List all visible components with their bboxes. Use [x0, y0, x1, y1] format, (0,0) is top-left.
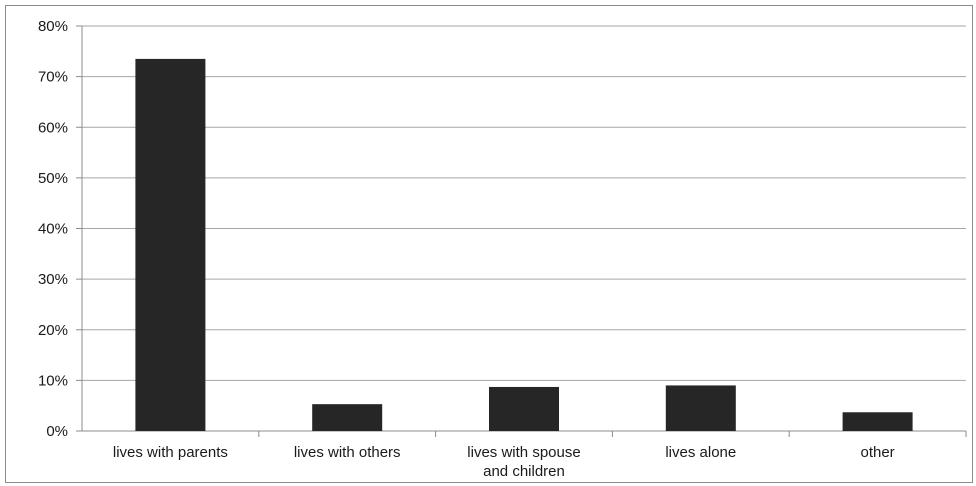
x-tick-label: lives alone: [665, 444, 736, 461]
x-tick-labels: lives with parents lives with others lives…: [113, 444, 895, 480]
x-tick-label: and children: [483, 463, 565, 480]
x-tick-label: lives with others: [294, 444, 401, 461]
bars: [135, 58, 913, 431]
bar: [842, 412, 913, 431]
y-tick-label: 60%: [38, 119, 68, 136]
bar: [665, 385, 736, 431]
x-tick-label: other: [860, 444, 894, 461]
y-tick-label: 70%: [38, 69, 68, 86]
bar: [312, 404, 383, 431]
x-tick-label: lives with parents: [113, 444, 228, 461]
y-tick-labels: 0% 10% 20% 30% 40% 50% 60% 70% 80%: [38, 18, 68, 440]
y-tick-label: 0%: [46, 423, 68, 440]
x-tick-label: lives with spouse: [467, 444, 580, 461]
y-tick-label: 80%: [38, 18, 68, 35]
y-tick-label: 10%: [38, 372, 68, 389]
bar: [489, 386, 559, 431]
axes: [76, 25, 967, 437]
bar: [135, 58, 206, 431]
gridlines: [82, 25, 966, 381]
y-tick-label: 20%: [38, 322, 68, 339]
y-tick-label: 40%: [38, 221, 68, 238]
y-tick-label: 30%: [38, 271, 68, 288]
y-tick-label: 50%: [38, 170, 68, 187]
